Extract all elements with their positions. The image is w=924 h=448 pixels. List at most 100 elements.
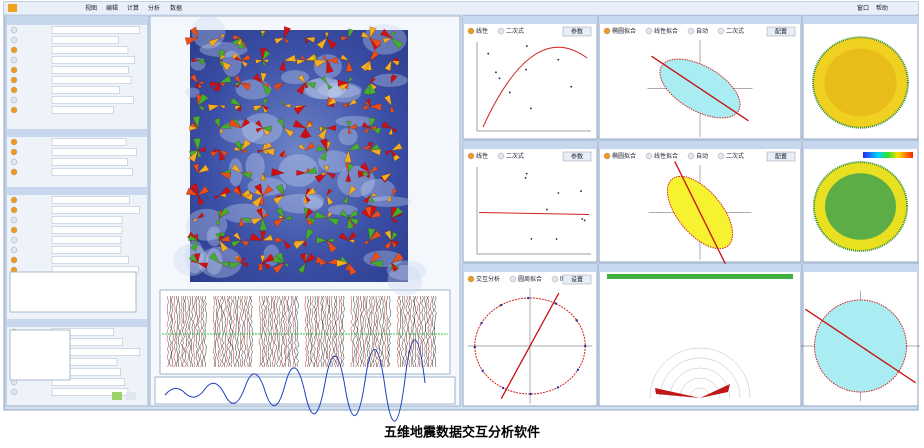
rose-petal <box>369 251 381 264</box>
rose-petal <box>360 31 371 39</box>
trace <box>309 295 312 368</box>
input-field[interactable] <box>51 56 135 64</box>
menu-item[interactable]: 窗口 <box>857 4 869 12</box>
input-field[interactable] <box>51 246 122 254</box>
rose-petal <box>189 26 199 39</box>
rose-petal <box>237 105 242 112</box>
radio-label: 自动 <box>696 27 708 35</box>
rose-petal <box>234 140 242 151</box>
rose-petal <box>261 32 265 39</box>
rose-petal <box>240 54 251 61</box>
rose-petal <box>197 93 209 106</box>
panel-button[interactable] <box>766 26 796 37</box>
panel-button[interactable] <box>562 274 592 285</box>
radio-button[interactable] <box>467 152 475 160</box>
trace <box>175 295 179 368</box>
input-field[interactable] <box>51 168 133 176</box>
rose-glyph <box>320 76 333 90</box>
sample-point <box>570 85 573 88</box>
rose-petal <box>369 76 376 84</box>
trace <box>414 295 417 368</box>
input-field[interactable] <box>51 216 123 224</box>
input-field[interactable] <box>51 378 125 386</box>
input-field[interactable] <box>51 206 140 214</box>
radio-button[interactable] <box>645 27 653 35</box>
rose-petal <box>213 82 220 92</box>
radio-button[interactable] <box>497 27 505 35</box>
rose-petal <box>209 81 220 88</box>
rose-petal <box>348 239 355 244</box>
option-icon <box>10 86 18 94</box>
radio-button[interactable] <box>509 275 517 283</box>
trace <box>192 295 196 368</box>
radio-button[interactable] <box>687 27 695 35</box>
panel-title-bar <box>463 264 597 272</box>
map-patch <box>206 226 222 247</box>
input-field[interactable] <box>51 66 129 74</box>
rose-petal <box>260 172 265 180</box>
rose-glyph <box>381 121 398 135</box>
panel-button[interactable] <box>562 26 592 37</box>
menu-item[interactable]: 视图 <box>85 4 97 12</box>
map-patch <box>327 84 361 103</box>
rose-petal <box>283 262 290 268</box>
radio-button[interactable] <box>645 152 653 160</box>
input-field[interactable] <box>51 86 120 94</box>
input-field[interactable] <box>51 196 130 204</box>
rose-petal <box>391 31 396 39</box>
trace <box>228 295 231 368</box>
input-field[interactable] <box>51 36 119 44</box>
radio-button[interactable] <box>551 275 559 283</box>
cancel-button[interactable] <box>126 392 136 400</box>
rose-petal <box>299 127 307 139</box>
sample-point <box>529 107 532 110</box>
menu-item[interactable]: 编辑 <box>106 4 118 12</box>
rose-glyph <box>232 34 247 49</box>
radio-button[interactable] <box>717 27 725 35</box>
input-field[interactable] <box>51 226 123 234</box>
input-field[interactable] <box>51 138 127 146</box>
input-field[interactable] <box>51 26 140 34</box>
trend-arrow <box>674 161 726 264</box>
rose-petal <box>389 105 395 113</box>
input-field[interactable] <box>51 46 129 54</box>
rose-petal <box>184 37 199 46</box>
option-icon <box>10 46 18 54</box>
map-patch <box>387 265 423 296</box>
menu-item[interactable]: 帮助 <box>876 4 888 12</box>
rose-petal <box>326 188 333 196</box>
input-field[interactable] <box>51 256 129 264</box>
trace <box>166 295 170 368</box>
rose-glyph <box>363 142 382 156</box>
radio-button[interactable] <box>717 152 725 160</box>
panel-button[interactable] <box>766 151 796 162</box>
radio-button[interactable] <box>467 27 475 35</box>
rose-glyph <box>360 26 382 51</box>
radio-button[interactable] <box>603 27 611 35</box>
input-field[interactable] <box>51 76 132 84</box>
trace <box>239 295 242 368</box>
trace <box>431 295 435 368</box>
menu-item[interactable]: 计算 <box>127 4 139 12</box>
menu-item[interactable]: 数据 <box>170 4 182 12</box>
radio-button[interactable] <box>497 152 505 160</box>
input-field[interactable] <box>51 236 122 244</box>
input-field[interactable] <box>51 96 134 104</box>
input-field[interactable] <box>51 106 114 114</box>
radio-button[interactable] <box>603 152 611 160</box>
panel-button[interactable] <box>562 151 592 162</box>
rose-petal <box>189 125 199 131</box>
rose-glyph <box>336 256 357 276</box>
rose-petal <box>297 262 306 274</box>
ok-button[interactable] <box>112 392 122 400</box>
curve <box>164 339 426 422</box>
radio-button[interactable] <box>687 152 695 160</box>
input-field[interactable] <box>51 158 128 166</box>
radio-label: 线性 <box>476 27 488 35</box>
rose-glyph <box>343 98 357 108</box>
input-field[interactable] <box>51 148 137 156</box>
panel-title-bar <box>463 16 597 24</box>
menu-item[interactable]: 分析 <box>148 4 160 12</box>
radio-button[interactable] <box>467 275 475 283</box>
map-patch <box>278 154 319 187</box>
